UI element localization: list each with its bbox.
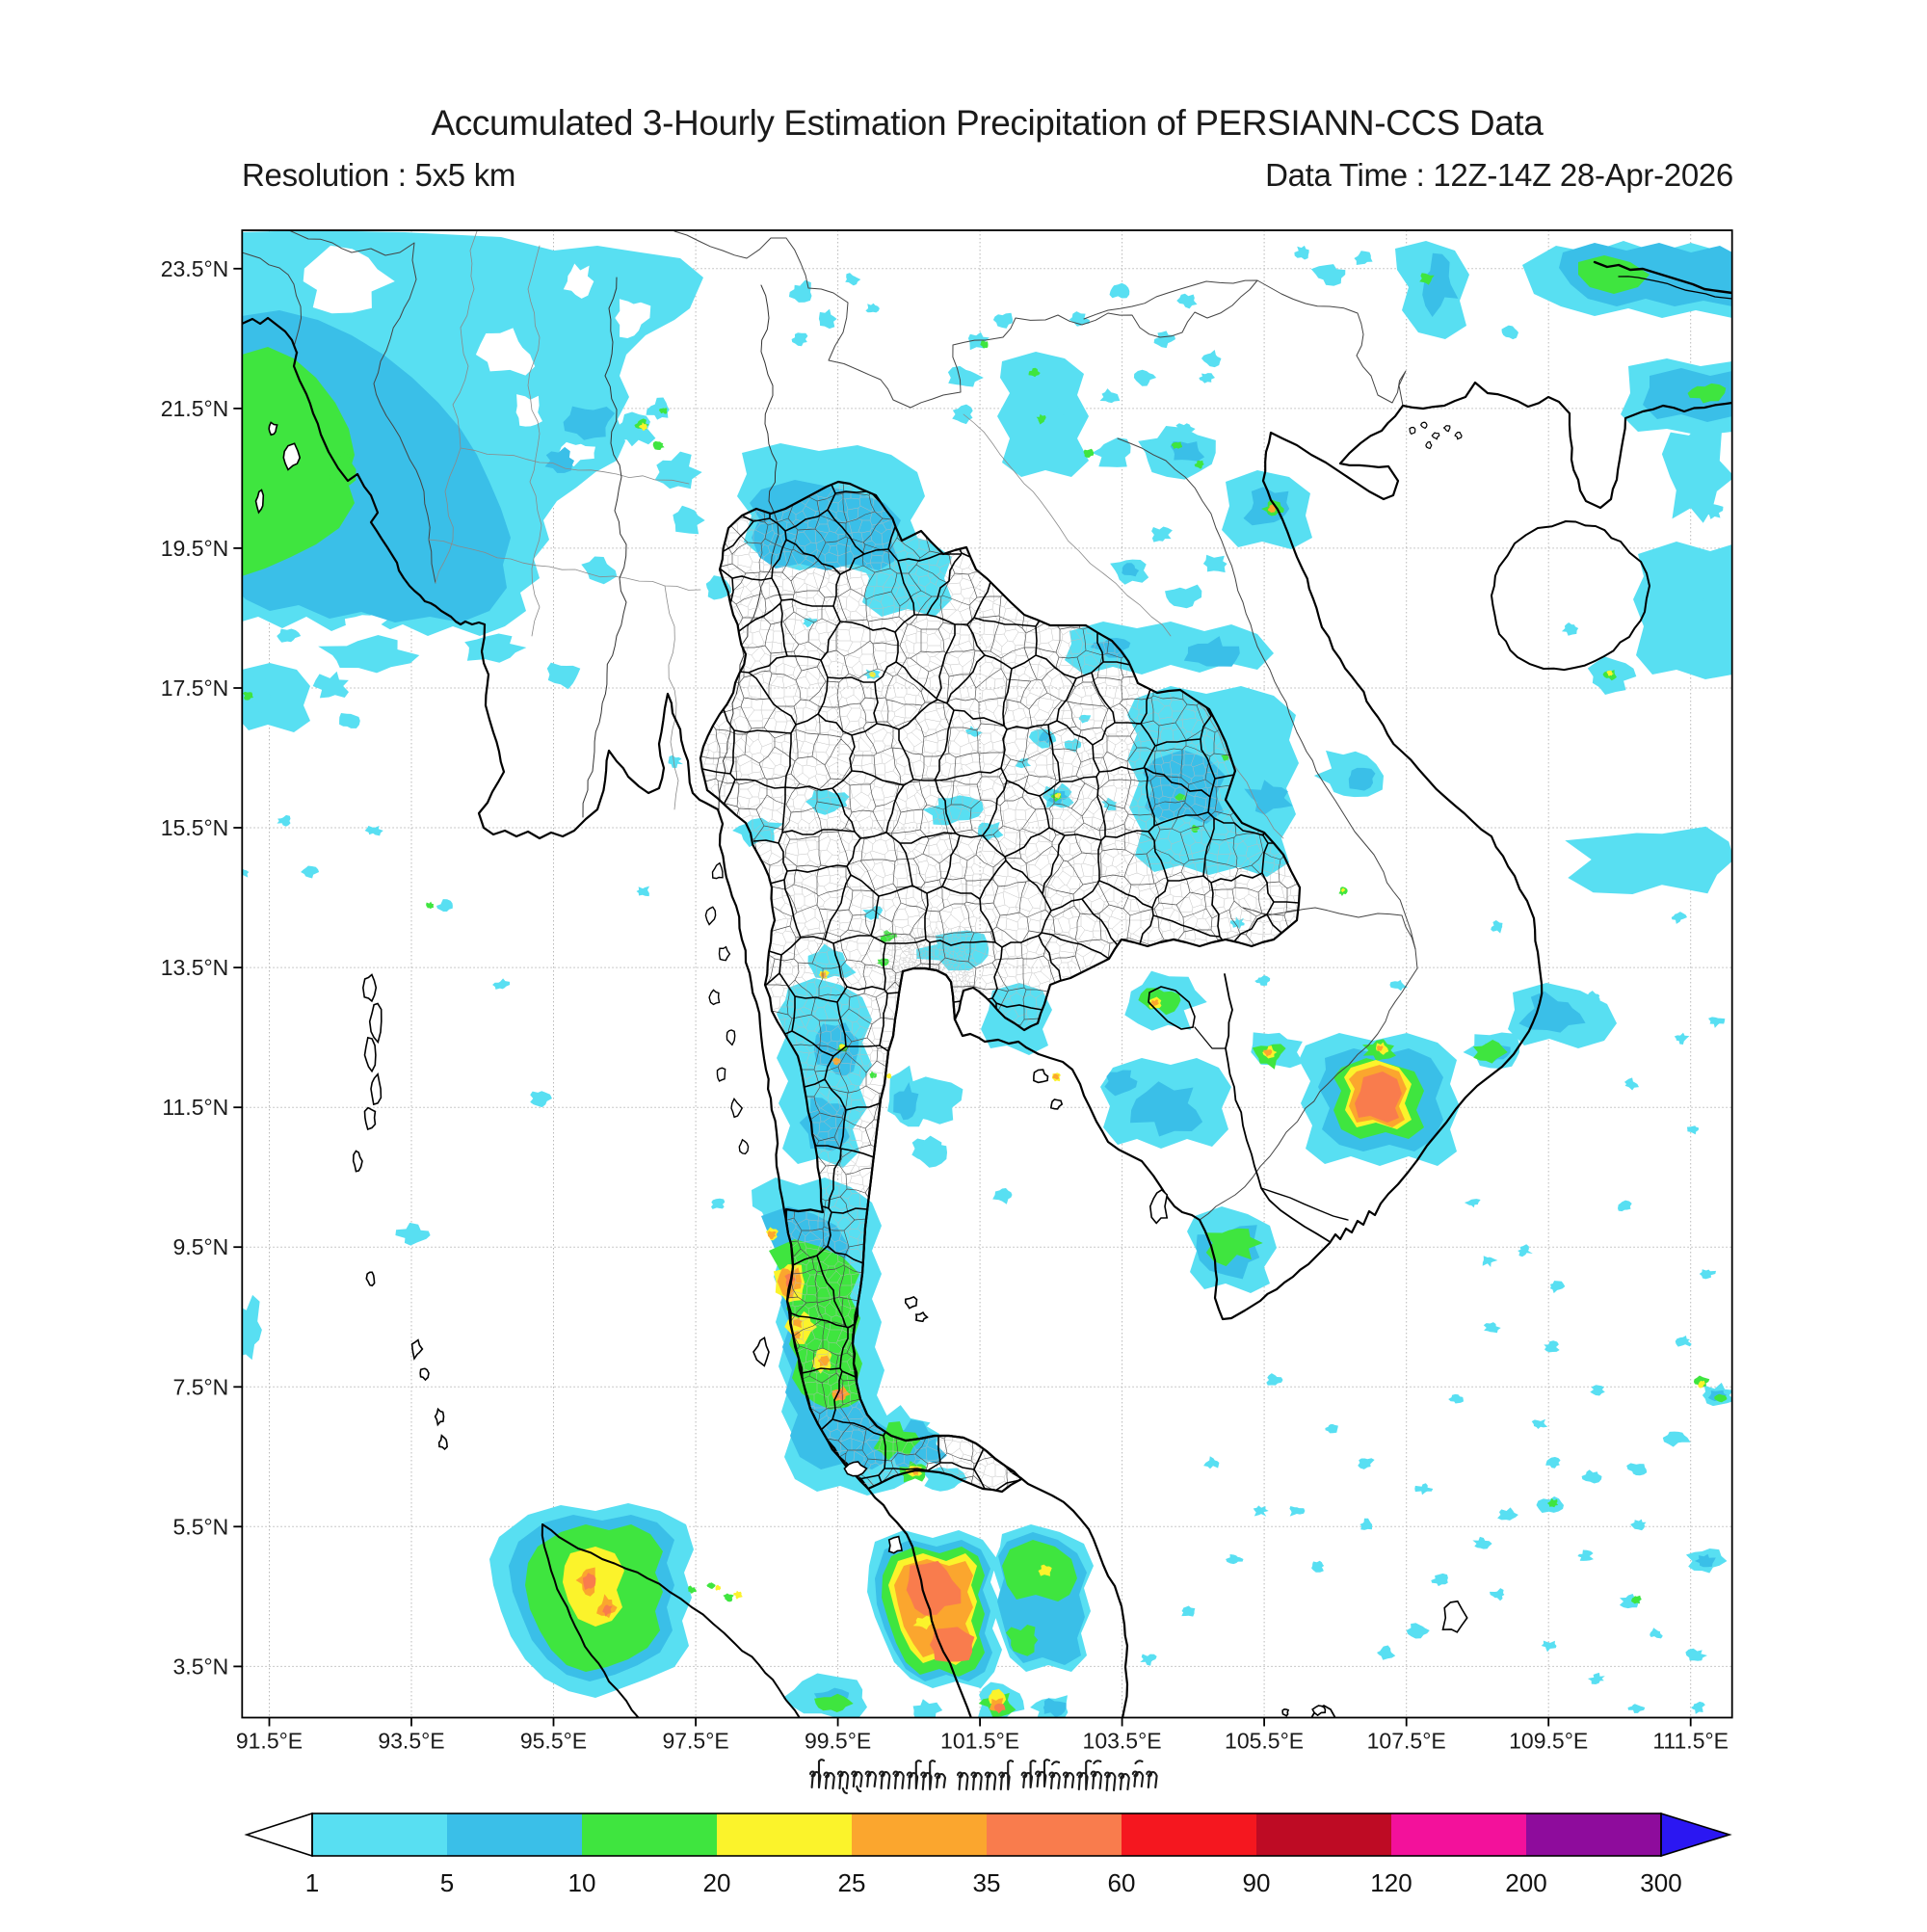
svg-text:111.5°E: 111.5°E (1652, 1729, 1729, 1754)
svg-text:5: 5 (440, 1868, 454, 1897)
svg-text:200: 200 (1505, 1868, 1546, 1897)
svg-text:10: 10 (568, 1868, 596, 1897)
svg-text:101.5°E: 101.5°E (940, 1729, 1019, 1754)
svg-text:7.5°N: 7.5°N (173, 1374, 229, 1399)
svg-text:105.5°E: 105.5°E (1225, 1729, 1304, 1754)
svg-text:25: 25 (838, 1868, 866, 1897)
svg-text:19.5°N: 19.5°N (161, 536, 229, 561)
svg-text:99.5°E: 99.5°E (805, 1729, 871, 1754)
svg-text:17.5°N: 17.5°N (161, 675, 229, 701)
svg-text:Accumulated 3-Hourly Estimatio: Accumulated 3-Hourly Estimation Precipit… (432, 103, 1544, 143)
svg-text:120: 120 (1370, 1868, 1412, 1897)
svg-text:3.5°N: 3.5°N (173, 1654, 229, 1679)
svg-text:93.5°E: 93.5°E (378, 1729, 444, 1754)
svg-text:9.5°N: 9.5°N (173, 1234, 229, 1259)
svg-text:107.5°E: 107.5°E (1367, 1729, 1446, 1754)
svg-text:5.5°N: 5.5°N (173, 1514, 229, 1539)
svg-text:11.5°N: 11.5°N (162, 1095, 228, 1120)
svg-text:23.5°N: 23.5°N (161, 256, 229, 281)
svg-text:109.5°E: 109.5°E (1509, 1729, 1588, 1754)
svg-text:35: 35 (973, 1868, 1001, 1897)
svg-text:Data Time : 12Z-14Z 28-Apr-202: Data Time : 12Z-14Z 28-Apr-2026 (1265, 157, 1733, 193)
svg-text:95.5°E: 95.5°E (520, 1729, 587, 1754)
svg-text:97.5°E: 97.5°E (662, 1729, 728, 1754)
svg-text:1: 1 (305, 1868, 319, 1897)
svg-text:Resolution : 5x5 km: Resolution : 5x5 km (242, 157, 515, 193)
svg-text:13.5°N: 13.5°N (161, 955, 229, 980)
svg-text:91.5°E: 91.5°E (236, 1729, 303, 1754)
svg-text:90: 90 (1243, 1868, 1271, 1897)
svg-text:300: 300 (1640, 1868, 1681, 1897)
svg-text:103.5°E: 103.5°E (1083, 1729, 1162, 1754)
svg-text:60: 60 (1108, 1868, 1136, 1897)
svg-text:20: 20 (703, 1868, 731, 1897)
svg-text:15.5°N: 15.5°N (161, 815, 229, 840)
svg-text:21.5°N: 21.5°N (161, 396, 229, 421)
